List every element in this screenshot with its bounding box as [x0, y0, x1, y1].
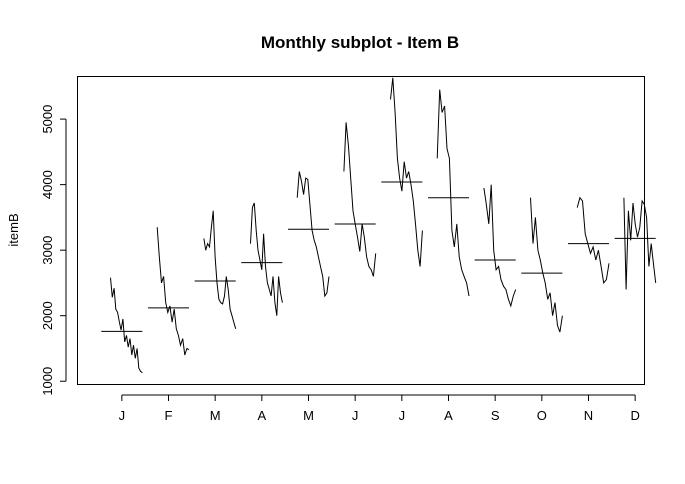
- month-series-line: [296, 171, 330, 298]
- x-tick-label: S: [491, 408, 500, 423]
- x-tick-label: J: [119, 408, 126, 423]
- x-tick-label: O: [537, 408, 547, 423]
- month-series-line: [576, 196, 610, 285]
- x-tick-label: M: [303, 408, 314, 423]
- series-group: [110, 77, 657, 374]
- x-tick-label: A: [257, 408, 266, 423]
- mean-lines-group: [101, 181, 656, 332]
- month-series-line: [343, 122, 377, 277]
- y-tick-label: 1000: [40, 367, 55, 396]
- x-tick-label: D: [630, 408, 639, 423]
- month-series-line: [436, 89, 470, 297]
- y-tick-label: 4000: [40, 170, 55, 199]
- y-tick-label: 5000: [40, 105, 55, 134]
- x-tick-label: J: [399, 408, 406, 423]
- x-tick-label: A: [444, 408, 453, 423]
- y-tick-label: 2000: [40, 301, 55, 330]
- x-tick-label: F: [165, 408, 173, 423]
- month-series-line: [110, 277, 143, 374]
- month-series-line: [250, 202, 283, 316]
- month-series-line: [156, 227, 190, 356]
- x-tick-label: M: [210, 408, 221, 423]
- month-series-line: [390, 77, 423, 267]
- y-tick-label: 3000: [40, 236, 55, 265]
- month-series-line: [623, 197, 657, 290]
- month-series-line: [203, 210, 237, 329]
- plot-frame: [77, 76, 645, 385]
- month-series-line: [483, 184, 517, 308]
- x-tick-label: J: [352, 408, 359, 423]
- x-tick-label: N: [584, 408, 593, 423]
- chart-title: Monthly subplot - Item B: [261, 33, 459, 52]
- month-series-line: [530, 197, 563, 333]
- y-axis: 1000 2000 3000 4000 5000: [40, 105, 67, 396]
- y-axis-label: itemB: [6, 213, 21, 246]
